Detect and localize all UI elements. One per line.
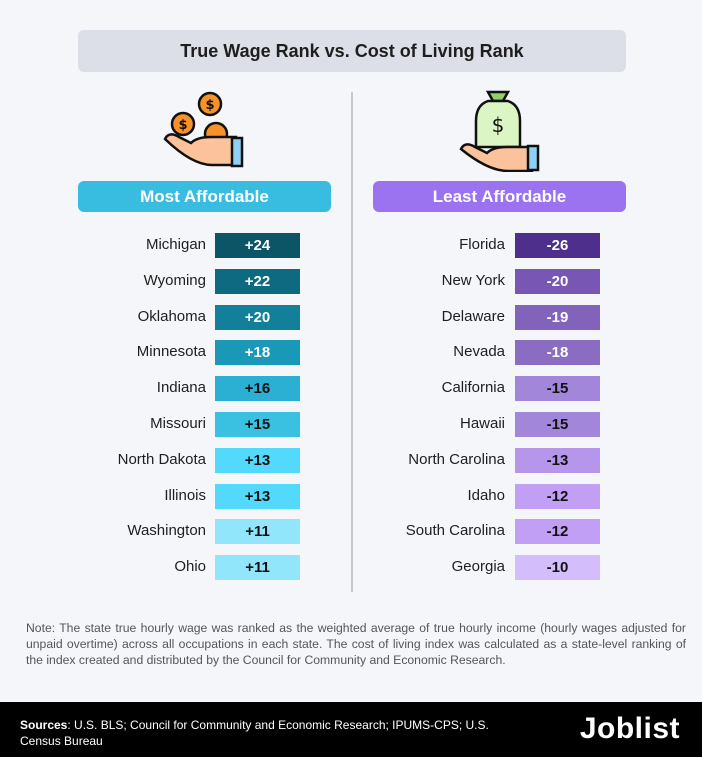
state-label: Hawaii [459,415,505,432]
methodology-note: Note: The state true hourly wage was ran… [26,621,686,667]
least-affordable-header: Least Affordable [373,181,626,212]
state-label: Illinois [164,486,206,504]
state-label: Florida [459,236,505,253]
rank-difference-box: -18 [515,340,600,366]
state-label: Missouri [150,415,206,432]
svg-text:$: $ [178,118,187,133]
column-divider [351,92,353,592]
state-label: Michigan [145,236,206,253]
rank-difference-box: +24 [215,233,300,258]
state-label: Oklahoma [137,307,206,325]
rank-difference-box: -15 [515,376,600,402]
rank-difference-box: -13 [515,447,600,473]
rank-difference-box: +11 [215,555,300,581]
sources-text: Sources: U.S. BLS; Council for Community… [20,717,490,749]
rank-difference-box: -15 [515,412,600,437]
rank-difference-box: +18 [215,340,300,366]
most-affordable-header: Most Affordable [78,181,331,212]
state-label: California [441,379,505,397]
page-title: True Wage Rank vs. Cost of Living Rank [78,30,626,72]
state-label: New York [441,271,505,289]
state-label: Idaho [467,486,505,504]
rank-difference-box: +11 [215,519,300,545]
svg-text:$: $ [205,98,214,113]
rank-difference-box: +22 [215,268,300,294]
state-label: Ohio [174,558,206,576]
sources-label: Sources [20,718,68,732]
state-label: South Carolina [405,522,505,540]
rank-difference-box: -12 [515,483,600,509]
state-label: Washington [127,522,206,540]
sources-list: : U.S. BLS; Council for Community and Ec… [20,718,489,748]
rank-difference-box: +20 [215,304,300,330]
joblist-logo: Joblist [579,712,680,745]
rank-difference-box: +13 [215,483,300,509]
state-label: Wyoming [143,271,206,289]
infographic: True Wage Rank vs. Cost of Living Rank $… [26,30,686,667]
rank-difference-box: -19 [515,304,600,330]
rank-difference-box: -12 [515,519,600,545]
rank-difference-box: -26 [515,233,600,258]
hand-money-bag-icon: $ [459,90,540,172]
least-affordable-label: Least Affordable [432,186,567,206]
state-label: Indiana [156,379,206,397]
state-label: North Dakota [117,450,206,468]
state-label: Nevada [453,343,505,361]
svg-text:$: $ [492,113,505,137]
rank-difference-box: -20 [515,268,600,294]
state-label: Minnesota [136,343,206,361]
state-label: Delaware [441,307,505,325]
rank-difference-box: +13 [215,447,300,473]
most-affordable-label: Most Affordable [140,186,269,206]
state-label: Georgia [451,558,505,576]
rank-difference-box: +16 [215,376,300,402]
rank-difference-box: -10 [515,555,600,581]
footer: Sources: U.S. BLS; Council for Community… [0,702,702,757]
hand-coins-icon: $$ [163,91,244,168]
state-label: North Carolina [408,450,505,468]
rank-difference-box: +15 [215,412,300,437]
